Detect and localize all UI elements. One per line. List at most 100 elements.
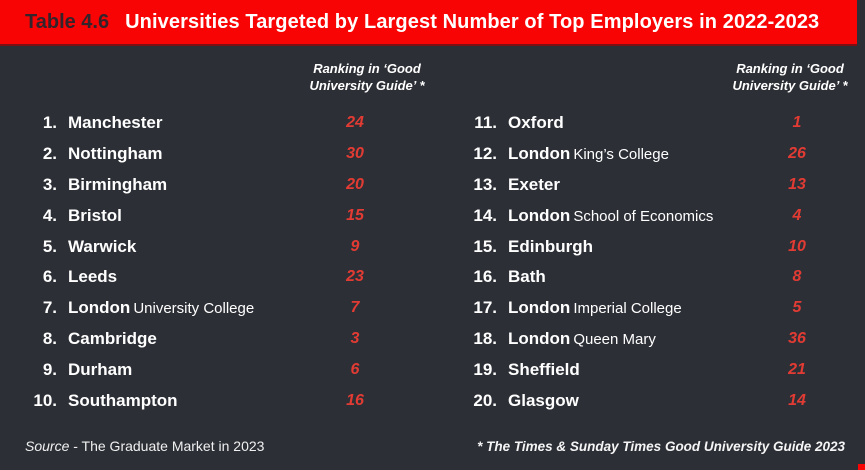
- ranking-header-line2: University Guide’ *: [732, 78, 848, 93]
- table-row: 3. Birmingham 20: [0, 170, 440, 201]
- row-number: 4.: [42, 205, 57, 225]
- table-row: 9. Durham 6: [0, 354, 440, 385]
- table-row: 8. Cambridge 3: [0, 324, 440, 355]
- university-name-primary: London: [508, 328, 571, 348]
- university-name: Manchester: [68, 113, 315, 133]
- table-row: 11. Oxford 1: [440, 108, 865, 139]
- ranking-value: 8: [792, 268, 802, 286]
- row-number: 16.: [473, 267, 497, 287]
- ranking-value: 4: [792, 206, 802, 224]
- ranking-value: 10: [788, 237, 806, 255]
- ranking-value: 5: [792, 299, 802, 317]
- table-row: 15. Edinburgh 10: [440, 231, 865, 262]
- ranking-header-line2: University Guide’ *: [309, 78, 425, 93]
- table-row: 2. Nottingham 30: [0, 139, 440, 170]
- corner-red-accent: [858, 464, 865, 470]
- source-text: - The Graduate Market in 2023: [69, 438, 265, 454]
- row-number: 7.: [42, 298, 57, 318]
- table-number-label: Table 4.6: [25, 10, 110, 33]
- ranking-value: 15: [346, 206, 364, 224]
- university-list-right: 11. Oxford 1 12. London King’s College 26…: [440, 108, 865, 416]
- source-word: Source: [25, 438, 70, 454]
- university-name-primary: Exeter: [508, 174, 560, 194]
- university-name-primary: London: [68, 298, 131, 318]
- university-name: London Queen Mary: [508, 329, 757, 349]
- ranking-value: 20: [346, 175, 364, 193]
- university-name-secondary: University College: [133, 300, 255, 318]
- header-bar: Table 4.6 Universities Targeted by Large…: [0, 0, 857, 46]
- row-number: 13.: [473, 174, 497, 194]
- university-name: Bath: [508, 267, 757, 287]
- ranking-value: 6: [350, 360, 360, 378]
- university-name-primary: Bristol: [68, 205, 122, 225]
- university-name: Oxford: [508, 113, 757, 133]
- university-name-primary: Leeds: [68, 267, 118, 287]
- university-name: Southampton: [68, 391, 315, 411]
- ranking-value: 13: [788, 175, 806, 193]
- table-row: 18. London Queen Mary 36: [440, 324, 865, 355]
- footnote: * The Times & Sunday Times Good Universi…: [477, 439, 845, 454]
- university-name: Nottingham: [68, 144, 315, 164]
- university-name-primary: Durham: [68, 359, 133, 379]
- ranking-column-header-left: Ranking in ‘Good University Guide’ *: [267, 60, 467, 94]
- university-name: Sheffield: [508, 360, 757, 380]
- university-name-primary: Warwick: [68, 236, 137, 256]
- university-name-primary: London: [508, 205, 571, 225]
- ranking-value: 7: [350, 299, 360, 317]
- university-name-primary: London: [508, 298, 571, 318]
- university-name-primary: Sheffield: [508, 359, 580, 379]
- row-number: 20.: [473, 390, 497, 410]
- ranking-value: 21: [788, 360, 806, 378]
- ranking-value: 14: [788, 391, 806, 409]
- university-list-left: 1. Manchester 24 2. Nottingham 30 3. Bir…: [0, 108, 440, 416]
- ranking-value: 1: [792, 114, 802, 132]
- row-number: 6.: [42, 267, 57, 287]
- row-number: 14.: [473, 205, 497, 225]
- row-number: 11.: [474, 113, 497, 133]
- row-number: 12.: [473, 144, 497, 164]
- university-name-primary: London: [508, 144, 571, 164]
- table-row: 6. Leeds 23: [0, 262, 440, 293]
- row-number: 15.: [473, 236, 497, 256]
- university-name: Leeds: [68, 267, 315, 287]
- table-row: 16. Bath 8: [440, 262, 865, 293]
- ranking-column-header-right: Ranking in ‘Good University Guide’ *: [690, 60, 865, 94]
- row-number: 10.: [33, 390, 57, 410]
- university-name: London King’s College: [508, 144, 757, 164]
- university-name: Cambridge: [68, 329, 315, 349]
- university-name-secondary: King’s College: [573, 146, 669, 164]
- table-row: 4. Bristol 15: [0, 200, 440, 231]
- table-row: 5. Warwick 9: [0, 231, 440, 262]
- university-name-secondary: School of Economics: [573, 207, 714, 225]
- row-number: 9.: [42, 359, 57, 379]
- ranking-value: 26: [788, 145, 806, 163]
- university-name: Durham: [68, 360, 315, 380]
- ranking-value: 30: [346, 145, 364, 163]
- university-name: Birmingham: [68, 175, 315, 195]
- ranking-header-line1: Ranking in ‘Good: [313, 61, 421, 76]
- row-number: 1.: [42, 113, 57, 133]
- table-row: 12. London King’s College 26: [440, 139, 865, 170]
- university-name: Edinburgh: [508, 237, 757, 257]
- university-name-secondary: Imperial College: [573, 300, 682, 318]
- university-name: London Imperial College: [508, 298, 757, 318]
- university-name: London University College: [68, 298, 315, 318]
- ranking-value: 24: [346, 114, 364, 132]
- university-name-primary: Manchester: [68, 113, 163, 133]
- source-note: Source - The Graduate Market in 2023: [25, 438, 264, 454]
- university-name: Exeter: [508, 175, 757, 195]
- university-name-primary: Southampton: [68, 390, 178, 410]
- university-name-primary: Nottingham: [68, 144, 163, 164]
- ranking-value: 36: [788, 329, 806, 347]
- university-name-primary: Bath: [508, 267, 546, 287]
- university-name-primary: Edinburgh: [508, 236, 593, 256]
- row-number: 5.: [42, 236, 57, 256]
- table-row: 20. Glasgow 14: [440, 385, 865, 416]
- row-number: 3.: [42, 174, 57, 194]
- table-row: 13. Exeter 13: [440, 170, 865, 201]
- table-row: 7. London University College 7: [0, 293, 440, 324]
- table-row: 1. Manchester 24: [0, 108, 440, 139]
- university-name: Bristol: [68, 206, 315, 226]
- university-name: Glasgow: [508, 391, 757, 411]
- university-name: Warwick: [68, 237, 315, 257]
